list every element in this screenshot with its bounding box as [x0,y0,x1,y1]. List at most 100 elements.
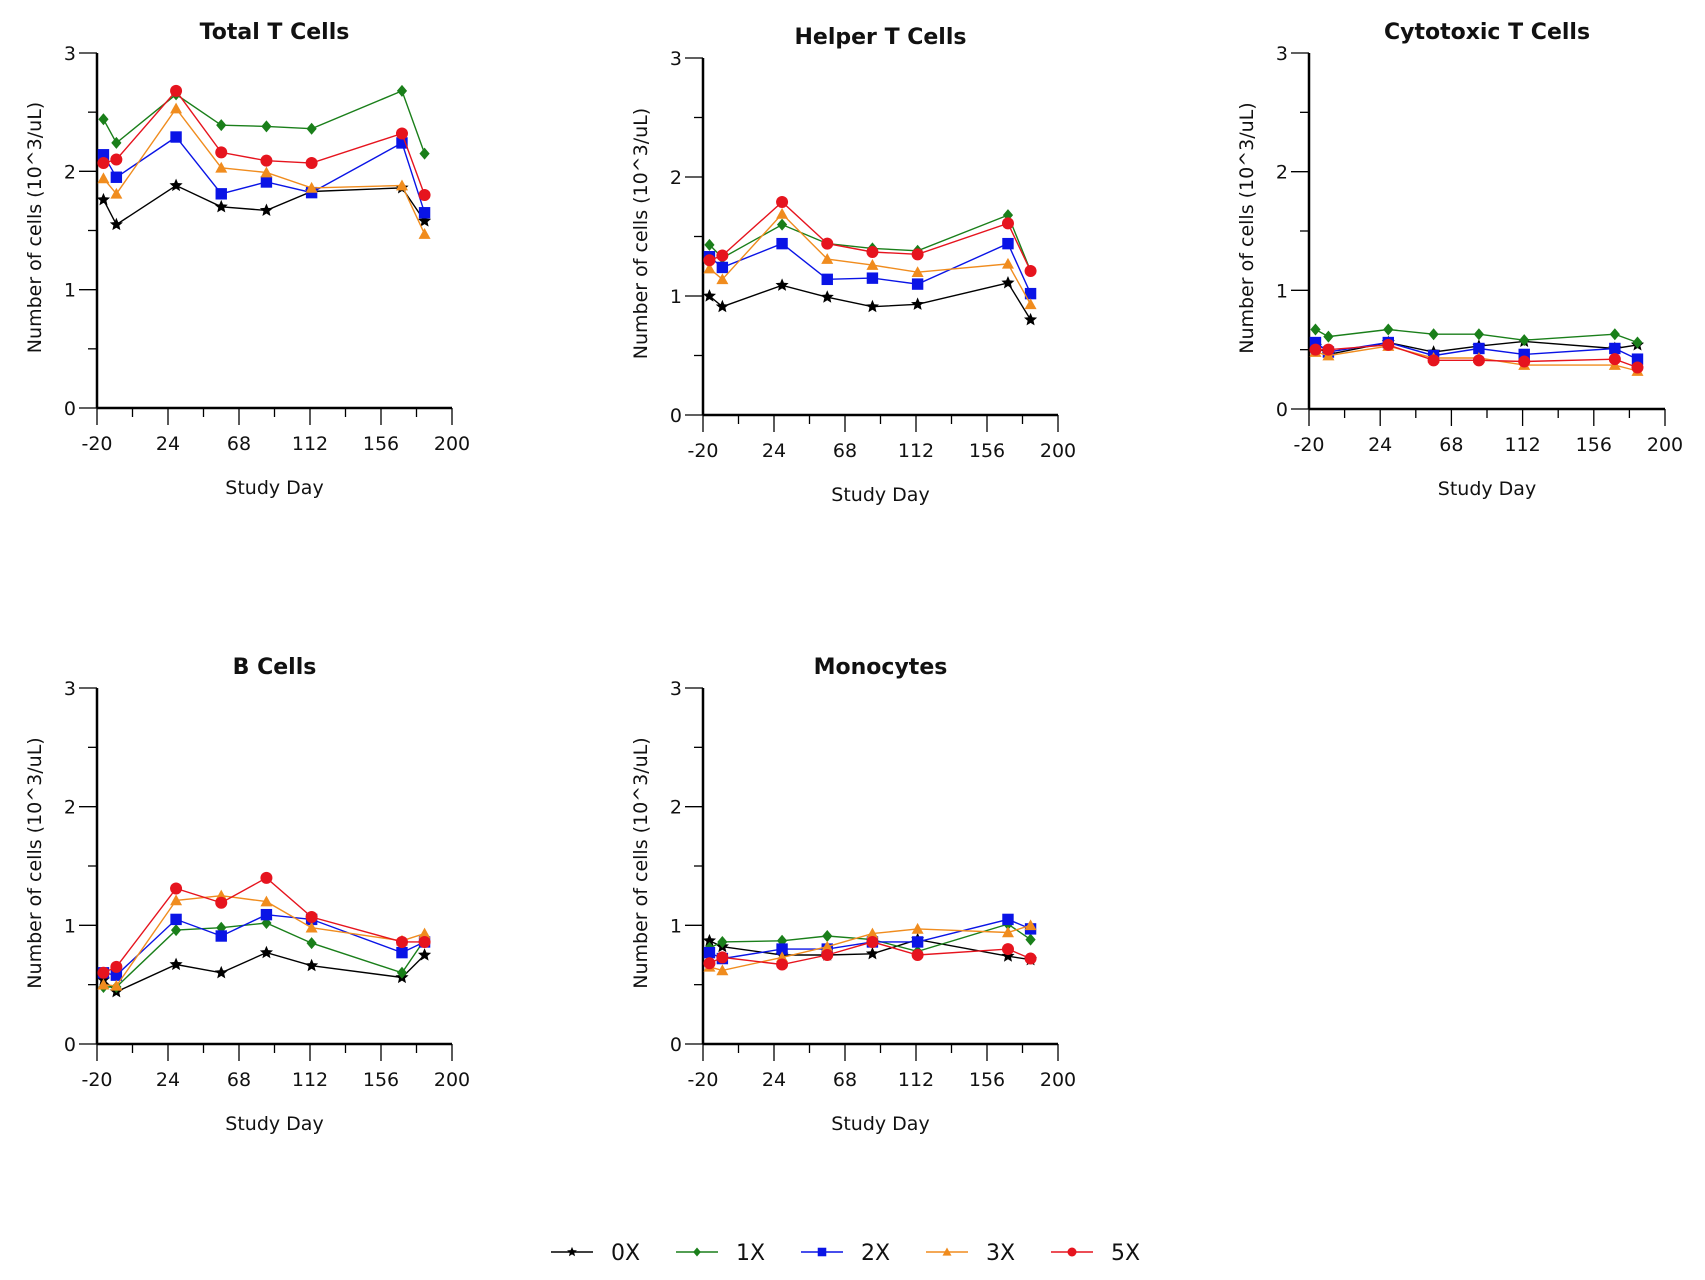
data-point-3X [97,978,110,990]
y-axis-label: Number of cells (10^3/uL) [630,737,652,988]
panel-helper-t-cells: Helper T Cells 0 1 2 3 -20 24 68 112 156 200 Study … [630,25,1076,506]
data-point-3X [305,921,318,933]
series-line-2X [1315,341,1638,360]
series-line-3X [709,212,1032,305]
legend-marker-circle-icon [1067,1247,1077,1257]
series-2X [97,131,431,219]
data-point-3X [305,181,318,193]
data-point-5X [305,911,318,924]
panel-monocytes: Monocytes 0 1 2 3 -20 24 68 112 156 200 Study Day Nu… [630,655,1076,1135]
data-point-5X [170,84,183,97]
data-point-2X [170,913,182,926]
data-point-3X [97,172,110,184]
data-point-5X [1024,265,1037,278]
y-tick-label: 1 [64,280,76,302]
data-point-2X [418,207,431,219]
y-tick-label: 2 [64,797,76,819]
series-line-3X [103,894,425,987]
y-tick-label: 0 [64,398,76,420]
x-axis-label: Study Day [831,1113,929,1135]
legend-item-1X: 1X [676,1241,765,1266]
data-point-5X [703,957,716,970]
legend-item-3X: 3X [926,1241,1015,1266]
series-line-2X [103,913,425,976]
y-tick-label: 1 [1276,280,1288,302]
data-point-0X [96,192,111,206]
data-point-2X [703,946,716,959]
data-point-2X [260,176,273,188]
series-line-3X [102,107,426,235]
data-point-2X [110,969,123,981]
legend-marker-triangle-icon [942,1247,952,1256]
series-line-3X [1315,345,1638,372]
series-line-2X [709,918,1031,960]
data-point-0X [865,946,879,960]
data-point-1X [1609,328,1620,341]
series-3X [97,102,431,239]
chart-title: Helper T Cells [795,25,967,50]
data-point-5X [703,254,716,267]
y-tick-label: 3 [1276,43,1288,65]
series-line-3X [709,924,1031,972]
x-tick-label: 200 [1040,1069,1076,1091]
legend-marker-diamond-icon [693,1247,701,1257]
x-axis-label: Study Day [225,477,323,499]
data-point-5X [1608,353,1621,366]
data-point-0X [1001,276,1015,289]
data-point-1X [704,238,715,251]
series-line-0X [102,184,426,226]
data-point-2X [396,946,408,959]
y-tick-label: 2 [64,161,76,183]
data-point-1X [306,937,317,950]
data-point-5X [97,966,110,979]
data-point-3X [866,259,879,270]
data-point-3X [911,266,924,277]
x-tick-label: 68 [1439,434,1463,456]
legend: 0X 1X 2X 3X 5X [551,1241,1140,1266]
data-point-2X [170,131,182,143]
data-point-5X [110,960,123,973]
data-point-0X [418,948,432,961]
series-1X [98,84,430,160]
data-point-5X [821,949,834,961]
series-5X [97,84,431,201]
data-point-3X [260,895,273,907]
data-point-3X [821,940,834,952]
data-point-2X [911,936,924,948]
data-point-0X [702,289,717,302]
x-tick-label: -20 [1293,434,1324,456]
data-point-1X [1632,336,1643,349]
legend-label: 3X [986,1241,1015,1266]
data-point-1X [1310,323,1321,336]
y-tick-label: 1 [64,915,76,937]
data-point-1X [717,935,728,948]
y-tick-label: 2 [670,797,682,819]
x-tick-label: 68 [833,440,857,462]
y-axis-label: Number of cells (10^3/uL) [1236,102,1258,353]
data-point-0X [169,957,183,971]
data-point-5X [215,896,228,909]
data-point-5X [866,935,879,948]
x-axis-label: Study Day [831,484,929,506]
x-tick-label: 112 [898,440,934,462]
data-point-1X [419,147,430,160]
data-point-5X [776,195,789,208]
x-tick-label: 24 [1368,434,1392,456]
x-tick-label: 24 [156,433,180,455]
x-axis-label: Study Day [1438,478,1536,500]
data-point-0X [259,945,273,959]
data-point-1X [1519,334,1530,347]
data-point-5X [866,245,879,258]
data-point-5X [110,153,123,166]
data-point-0X [702,933,717,947]
chart-title: B Cells [233,655,317,680]
data-point-5X [260,154,273,167]
series-line-2X [709,242,1032,294]
data-point-5X [1001,217,1014,230]
series-line-2X [102,136,426,214]
data-point-2X [1309,336,1322,349]
data-point-0X [418,214,432,227]
series-line-5X [1315,344,1638,369]
x-tick-label: 200 [434,433,470,455]
